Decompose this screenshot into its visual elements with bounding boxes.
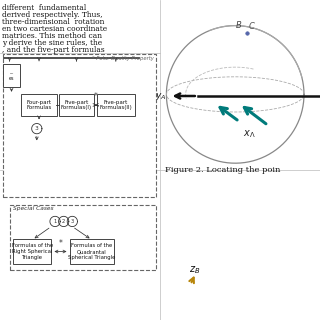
Text: matrices. This method can: matrices. This method can [2,32,102,40]
Text: Special Cases: Special Cases [13,206,54,212]
Text: Formulas of the
Right Spherical
Triangle: Formulas of the Right Spherical Triangle [12,243,53,260]
Text: Formulas of the
Quadrantal
Spherical Triangle: Formulas of the Quadrantal Spherical Tri… [68,243,116,260]
Text: *: * [59,239,62,248]
Text: Five-part
Formulas(II): Five-part Formulas(II) [100,100,132,110]
FancyBboxPatch shape [59,94,94,116]
Text: B: B [236,21,241,30]
Text: ...
es: ... es [9,70,14,81]
Text: derived respectively. Thus,: derived respectively. Thus, [2,11,102,19]
Text: Four-part
Formulas: Four-part Formulas [27,100,52,110]
Text: different  fundamental: different fundamental [2,4,86,12]
Text: en two cartesian coordinate: en two cartesian coordinate [2,25,107,33]
Text: Five-part
Formulas(I): Five-part Formulas(I) [61,100,92,110]
Text: * Polar Duality Property: * Polar Duality Property [92,56,154,61]
FancyBboxPatch shape [13,239,51,264]
Text: $z_B$: $z_B$ [189,264,200,276]
Text: C: C [249,22,254,31]
Text: 1: 1 [53,219,57,224]
Text: , and the five-part formulas: , and the five-part formulas [2,46,104,54]
Text: $x_\Lambda$: $x_\Lambda$ [243,129,256,140]
Text: 3: 3 [71,219,74,224]
Text: three-dimensional  rotation: three-dimensional rotation [2,18,104,26]
FancyBboxPatch shape [97,94,135,116]
Text: 2: 2 [62,219,65,224]
Text: Figure 2. Locating the poin: Figure 2. Locating the poin [165,166,280,174]
FancyBboxPatch shape [3,64,20,87]
Text: y derive the sine rules, the: y derive the sine rules, the [2,39,102,47]
Bar [3,54,156,197]
Bar [10,205,156,270]
FancyBboxPatch shape [21,94,57,116]
FancyBboxPatch shape [70,239,114,264]
Text: $-y_A$: $-y_A$ [148,91,167,101]
Text: 3: 3 [35,126,39,131]
Text: *: * [94,92,98,101]
